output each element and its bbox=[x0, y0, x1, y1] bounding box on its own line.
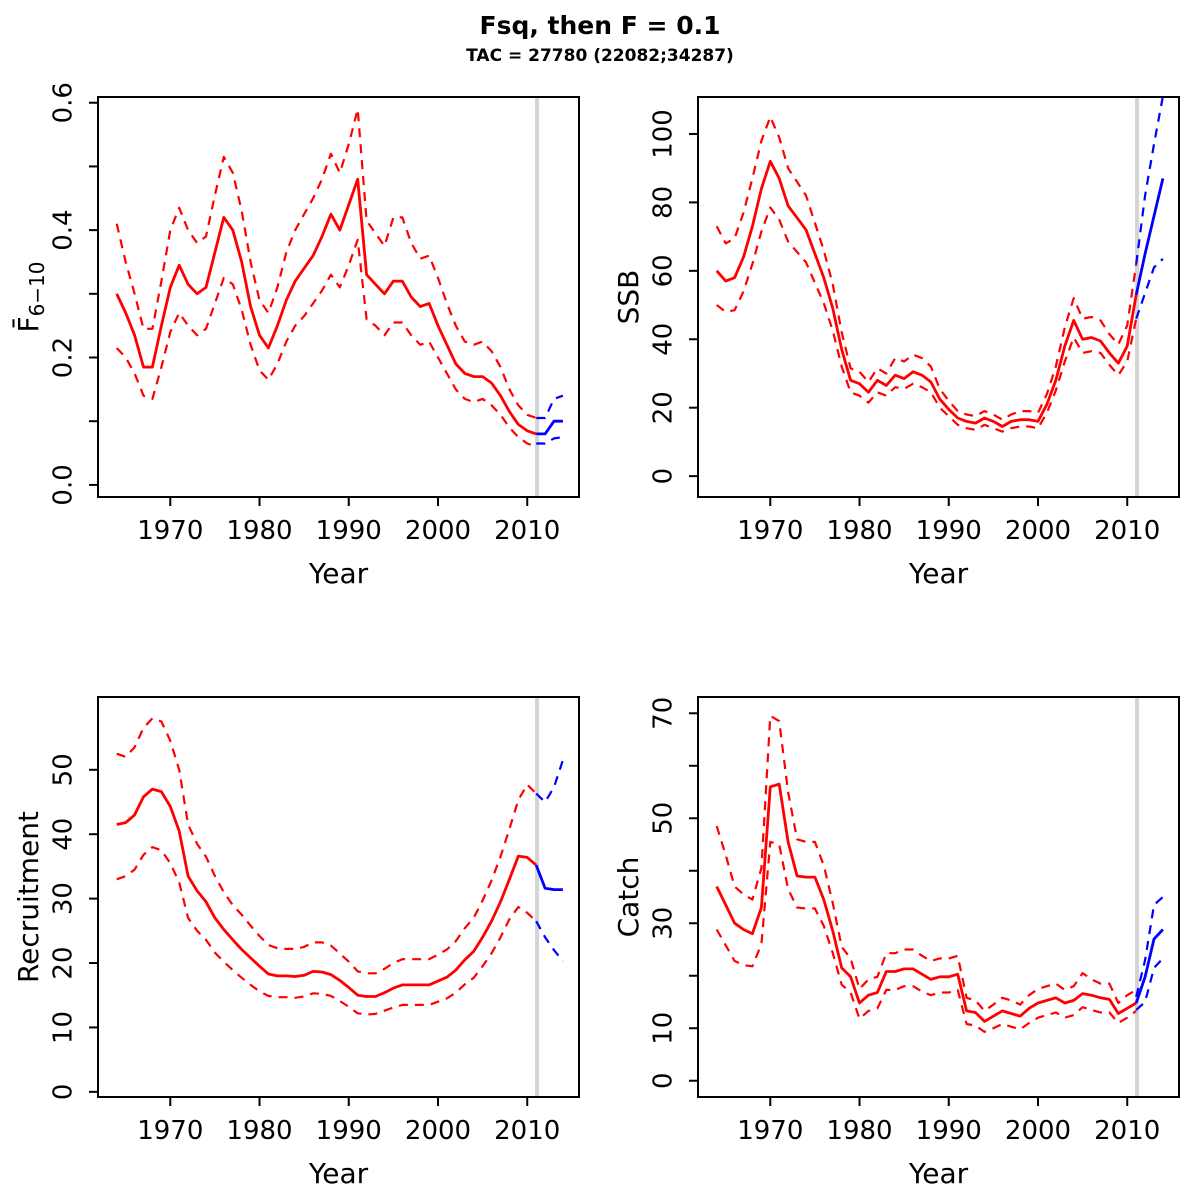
ssb-history-median-line bbox=[715, 159, 1138, 428]
ssb-x-tick-label: 1970 bbox=[737, 516, 803, 546]
recruitment-y-tick-label: 50 bbox=[49, 753, 79, 786]
fbar-y-tick-label: 0.4 bbox=[49, 209, 79, 250]
ssb-y-tick-label: 80 bbox=[649, 186, 679, 219]
ssb-chart: 1970 1980 1990 2000 2010 0 20 40 60 80 100 Year SSB bbox=[612, 96, 1180, 590]
recruitment-projection-upper-ci-line bbox=[535, 759, 564, 804]
recruitment-x-tick-label: 2000 bbox=[405, 1116, 471, 1146]
ssb-y-tick-label: 40 bbox=[649, 323, 679, 356]
recruitment-plot-box bbox=[97, 696, 580, 1098]
catch-projection-upper-ci-line bbox=[1135, 896, 1164, 997]
recruitment-x-tick-label: 1970 bbox=[137, 1116, 203, 1146]
fbar-x-tick-label: 2010 bbox=[494, 516, 560, 546]
recruitment-history-upper-ci-line bbox=[116, 717, 537, 975]
catch-projection-median-line bbox=[1134, 928, 1164, 1004]
fbar-history-lower-ci-line bbox=[115, 238, 537, 448]
fbar-plot-area bbox=[115, 97, 564, 497]
catch-y-axis-title: Catch bbox=[612, 857, 645, 938]
catch-y-tick-label: 50 bbox=[649, 802, 679, 835]
fbar-x-tick-label: 1990 bbox=[316, 516, 382, 546]
ssb-plot-area bbox=[715, 97, 1165, 497]
fbar-x-axis-title: Year bbox=[308, 557, 369, 590]
fbar-projection-lower-ci-line bbox=[536, 436, 564, 445]
catch-x-tick-label: 1970 bbox=[737, 1116, 803, 1146]
catch-plot-box bbox=[697, 696, 1180, 1098]
recruitment-x-tick-label: 2010 bbox=[494, 1116, 560, 1146]
catch-x-tick-label: 1990 bbox=[916, 1116, 982, 1146]
ssb-x-tick-label: 1980 bbox=[826, 516, 892, 546]
catch-x-axis-title: Year bbox=[908, 1157, 969, 1190]
recruitment-plot-area bbox=[116, 697, 564, 1097]
panel-ssb: 1970 1980 1990 2000 2010 0 20 40 60 80 100 Year SSB bbox=[600, 0, 1200, 600]
fbar-history-median-line bbox=[115, 177, 537, 436]
recruitment-y-axis-title: Recruitment bbox=[12, 811, 45, 983]
recruitment-chart: 1970 1980 1990 2000 2010 0 10 20 30 40 50 Year Recru… bbox=[12, 696, 580, 1190]
figure-title-block: Fsq, then F = 0.1 TAC = 27780 (22082;342… bbox=[0, 11, 1200, 66]
catch-history-upper-ci-line bbox=[715, 714, 1137, 1012]
fbar-y-axis-title: F̄6−10 bbox=[11, 261, 49, 332]
ssb-history-lower-ci-line bbox=[716, 206, 1138, 433]
catch-history-median-line bbox=[715, 782, 1137, 1023]
recruitment-y-tick-label: 30 bbox=[49, 882, 79, 915]
fbar-projection-median-line bbox=[536, 419, 563, 436]
fbar-y-tick-label: 0.2 bbox=[49, 337, 79, 378]
fbar-x-tick-label: 1980 bbox=[226, 516, 292, 546]
recruitment-x-tick-label: 1980 bbox=[226, 1116, 292, 1146]
recruitment-x-axis-title: Year bbox=[308, 1157, 369, 1190]
ssb-projection-median-line bbox=[1134, 178, 1165, 296]
recruitment-y-tick-label: 40 bbox=[49, 818, 79, 851]
fbar-plot-box bbox=[97, 96, 580, 498]
recruitment-projection-median-line bbox=[534, 864, 563, 892]
panel-catch: 1970 1980 1990 2000 2010 0 10 30 50 70 Year Catch bbox=[600, 600, 1200, 1200]
fbar-history-upper-ci-line bbox=[115, 107, 537, 420]
catch-plot-area bbox=[715, 697, 1164, 1097]
fbar-y-tick-label: 0.0 bbox=[49, 464, 79, 505]
catch-y-tick-label: 0 bbox=[649, 1072, 679, 1089]
fbar-projection-upper-ci-line bbox=[536, 394, 564, 420]
figure-subtitle: TAC = 27780 (22082;34287) bbox=[466, 45, 734, 66]
recruitment-y-tick-label: 0 bbox=[49, 1084, 79, 1101]
ssb-x-axis-title: Year bbox=[908, 557, 969, 590]
catch-projection-lower-ci-line bbox=[1135, 957, 1164, 1011]
catch-x-tick-label: 2000 bbox=[1005, 1116, 1071, 1146]
catch-history-lower-ci-line bbox=[715, 840, 1137, 1033]
ssb-plot-box bbox=[697, 96, 1180, 498]
ssb-projection-lower-ci-line bbox=[1135, 258, 1164, 320]
catch-x-tick-label: 2010 bbox=[1094, 1116, 1160, 1146]
recruitment-history-lower-ci-line bbox=[116, 846, 537, 1016]
fbar-y-tick-label: 0.6 bbox=[49, 82, 79, 123]
fbar-chart: 1970 1980 1990 2000 2010 0.0 0.2 0.4 0.6 Year F̄6−… bbox=[11, 82, 580, 590]
catch-y-tick-label: 30 bbox=[649, 907, 679, 940]
ssb-x-tick-label: 2000 bbox=[1005, 516, 1071, 546]
catch-chart: 1970 1980 1990 2000 2010 0 10 30 50 70 Year Catch bbox=[612, 696, 1180, 1190]
ssb-y-tick-label: 0 bbox=[649, 468, 679, 485]
catch-y-tick-label: 70 bbox=[649, 697, 679, 730]
ssb-y-tick-label: 100 bbox=[649, 109, 679, 159]
recruitment-history-median-line bbox=[116, 787, 538, 998]
recruitment-y-tick-label: 20 bbox=[49, 946, 79, 979]
fbar-x-tick-label: 1970 bbox=[137, 516, 203, 546]
ssb-y-axis-title: SSB bbox=[612, 270, 645, 325]
fbar-x-tick-label: 2000 bbox=[405, 516, 471, 546]
ssb-x-tick-label: 1990 bbox=[916, 516, 982, 546]
catch-x-tick-label: 1980 bbox=[826, 1116, 892, 1146]
ssb-x-tick-label: 2010 bbox=[1094, 516, 1160, 546]
panel-fbar: 1970 1980 1990 2000 2010 0.0 0.2 0.4 0.6 Year F̄6−… bbox=[0, 0, 600, 600]
recruitment-y-tick-label: 10 bbox=[49, 1011, 79, 1044]
figure-title: Fsq, then F = 0.1 bbox=[479, 11, 721, 40]
ssb-history-upper-ci-line bbox=[715, 115, 1138, 421]
ssb-projection-upper-ci-line bbox=[1135, 97, 1164, 265]
catch-y-tick-label: 10 bbox=[649, 1012, 679, 1045]
recruitment-projection-lower-ci-line bbox=[535, 920, 564, 962]
ssb-y-tick-label: 60 bbox=[649, 254, 679, 287]
recruitment-x-tick-label: 1990 bbox=[316, 1116, 382, 1146]
ssb-y-tick-label: 20 bbox=[649, 391, 679, 424]
panel-recruitment: 1970 1980 1990 2000 2010 0 10 20 30 40 50 Year Recru… bbox=[0, 600, 600, 1200]
